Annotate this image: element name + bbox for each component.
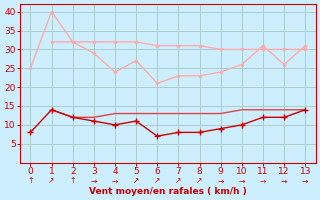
- Text: →: →: [218, 176, 224, 185]
- Text: ↗: ↗: [133, 176, 139, 185]
- Text: ↗: ↗: [196, 176, 203, 185]
- Text: →: →: [302, 176, 308, 185]
- Text: ↗: ↗: [48, 176, 55, 185]
- Text: →: →: [239, 176, 245, 185]
- Text: ↑: ↑: [27, 176, 34, 185]
- Text: ↑: ↑: [69, 176, 76, 185]
- Text: →: →: [91, 176, 97, 185]
- Text: →: →: [260, 176, 266, 185]
- Text: →: →: [112, 176, 118, 185]
- Text: ↗: ↗: [175, 176, 181, 185]
- Text: →: →: [281, 176, 287, 185]
- X-axis label: Vent moyen/en rafales ( km/h ): Vent moyen/en rafales ( km/h ): [89, 187, 247, 196]
- Text: ↗: ↗: [154, 176, 160, 185]
